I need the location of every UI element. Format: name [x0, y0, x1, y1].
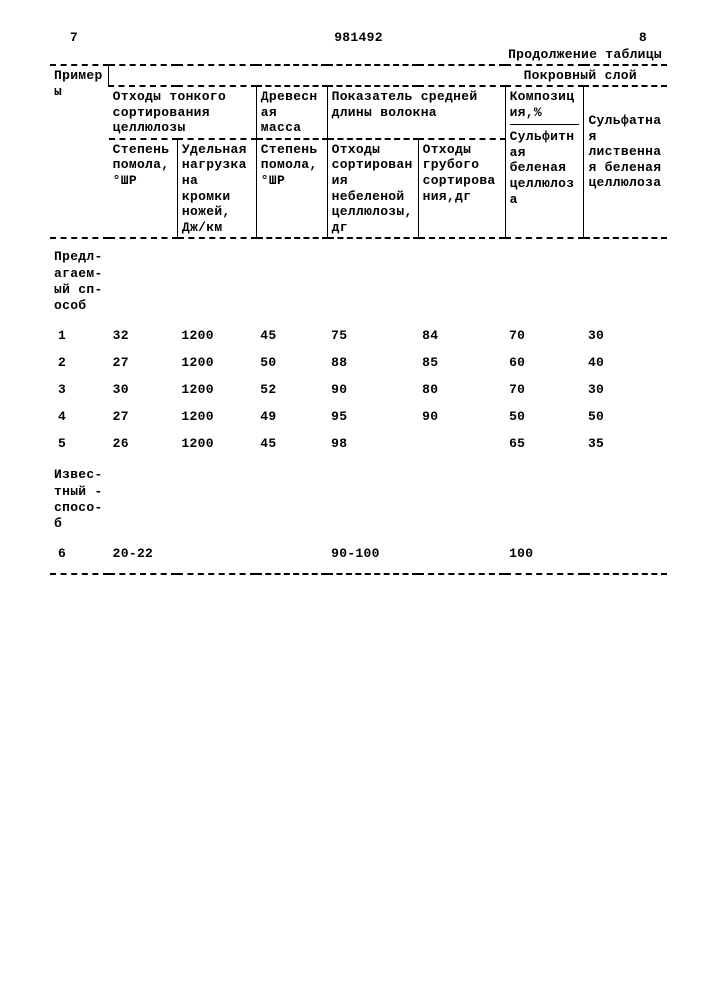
hdr-c4: Отходы сортирования небеленой целлюлозы,… [327, 139, 418, 239]
table-row: 33012005290807030 [50, 376, 667, 403]
section-proposed: Предл-агаем-ый сп-особ [50, 238, 667, 322]
hdr-c2: Удельная нагрузка на кромки ножей, Дж/км [177, 139, 256, 239]
table-row: 22712005088856040 [50, 349, 667, 376]
section2-label: Извес-тный -спосо-б [54, 467, 104, 532]
table-row: 526120045986535 [50, 430, 667, 457]
hdr-c3: Степень помола, °ШР [256, 139, 327, 239]
hdr-grp2: Древесная масса [256, 86, 327, 139]
right-page-num: 8 [639, 30, 647, 45]
doc-number: 981492 [334, 30, 383, 45]
hdr-c1: Степень помола, °ШР [109, 139, 178, 239]
section-known: Извес-тный -спосо-б [50, 457, 667, 540]
table-row: 13212004575847030 [50, 322, 667, 349]
table-row: 42712004995905050 [50, 403, 667, 430]
hdr-grp1: Отходы тонкого сортирования целлюлозы [109, 86, 257, 139]
left-page-num: 7 [70, 30, 78, 45]
table-caption: Продолжение таблицы [50, 47, 667, 62]
data-table: Примеры Покровный слой Отходы тонкого со… [50, 64, 667, 575]
page-numbers: 7 981492 8 [50, 30, 667, 47]
hdr-grp3: Показатель средней длины волокна [327, 86, 505, 139]
hdr-cover-layer: Покровный слой [109, 65, 667, 86]
table-row: 620-2290-100100 [50, 540, 667, 574]
section1-label: Предл-агаем-ый сп-особ [54, 249, 104, 314]
hdr-c6: Композиция,%Сульфитная беленая целлюлоза [505, 86, 584, 238]
hdr-c5: Отходы грубого сортирования,дг [418, 139, 505, 239]
hdr-examples: Примеры [50, 65, 109, 238]
hdr-c7: Сульфатная лиственная беленая целлюлоза [584, 86, 667, 238]
